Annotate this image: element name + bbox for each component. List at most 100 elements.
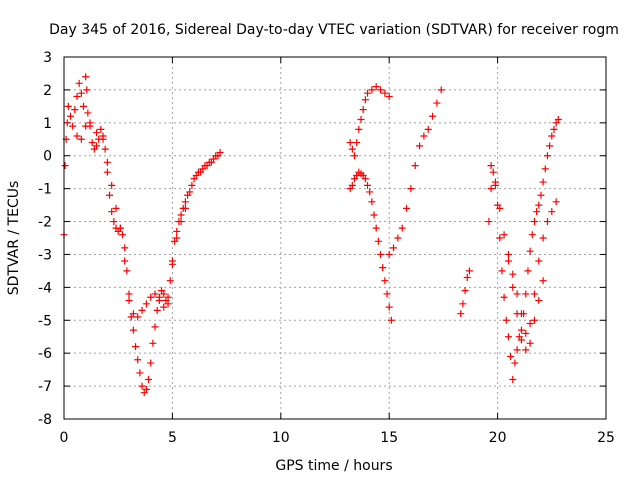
y-tick-label: -7 — [38, 379, 52, 395]
data-point — [548, 132, 556, 140]
data-point — [377, 250, 385, 258]
data-point — [112, 204, 120, 212]
data-point — [381, 89, 389, 97]
data-point — [554, 116, 562, 124]
data-point — [507, 352, 515, 360]
data-point — [374, 237, 382, 245]
data-point — [123, 267, 131, 275]
data-point — [500, 231, 508, 239]
data-point — [77, 135, 85, 143]
data-point — [82, 122, 90, 130]
data-point — [84, 109, 92, 117]
data-point — [383, 290, 391, 298]
data-point — [106, 191, 114, 199]
data-point — [147, 359, 155, 367]
data-point — [364, 89, 372, 97]
y-tick-label: -1 — [38, 182, 52, 198]
x-tick-label: 20 — [489, 430, 507, 446]
data-point — [543, 152, 551, 160]
tick-labels: 0 5 10 15 20 25 -8 -7 -6 -5 -4 -3 -2 -1 0 1 2 3 — [38, 50, 615, 446]
data-point — [188, 181, 196, 189]
data-point — [463, 273, 471, 281]
data-point — [138, 306, 146, 314]
data-point — [67, 112, 75, 120]
data-point — [372, 224, 380, 232]
data-point — [121, 244, 129, 252]
data-point — [134, 313, 142, 321]
data-point — [517, 336, 525, 344]
data-point — [541, 165, 549, 173]
x-tick-label: 25 — [597, 430, 615, 446]
data-point — [368, 86, 376, 94]
data-point — [355, 125, 363, 133]
data-point — [513, 290, 521, 298]
data-point — [166, 277, 174, 285]
data-point — [216, 148, 224, 156]
series-track-d — [346, 83, 393, 160]
data-point — [93, 142, 101, 150]
data-point — [119, 231, 127, 239]
data-point — [366, 188, 374, 196]
data-point — [398, 224, 406, 232]
data-point — [364, 181, 372, 189]
series-track-b — [73, 119, 189, 321]
data-point — [138, 382, 146, 390]
series-track-h — [487, 162, 560, 354]
data-point — [71, 106, 79, 114]
data-point — [359, 106, 367, 114]
data-points — [60, 73, 562, 397]
x-tick-label: 5 — [168, 430, 177, 446]
data-point — [496, 204, 504, 212]
data-point — [552, 198, 560, 206]
data-point — [168, 260, 176, 268]
y-tick-label: -4 — [38, 280, 52, 296]
data-point — [385, 250, 393, 258]
data-point — [539, 234, 547, 242]
data-point — [361, 175, 369, 183]
data-point — [424, 125, 432, 133]
data-point — [164, 300, 172, 308]
data-point — [86, 119, 94, 127]
data-point — [368, 198, 376, 206]
data-point — [385, 303, 393, 311]
grid — [64, 57, 606, 419]
data-point — [522, 346, 530, 354]
data-point — [351, 152, 359, 160]
data-point — [526, 339, 534, 347]
data-point — [539, 277, 547, 285]
data-point — [429, 112, 437, 120]
data-point — [99, 135, 107, 143]
data-point — [550, 125, 558, 133]
data-point — [390, 244, 398, 252]
data-point — [548, 208, 556, 216]
y-tick-label: 3 — [43, 50, 52, 66]
data-point — [524, 267, 532, 275]
data-point — [151, 323, 159, 331]
data-point — [186, 188, 194, 196]
data-point — [64, 102, 72, 110]
data-point — [535, 201, 543, 209]
x-axis-label: GPS time / hours — [275, 458, 392, 474]
data-point — [504, 250, 512, 258]
data-point — [101, 145, 109, 153]
data-point — [125, 297, 133, 305]
data-point — [509, 270, 517, 278]
data-point — [73, 132, 81, 140]
x-tick-label: 15 — [380, 430, 398, 446]
data-point — [77, 89, 85, 97]
data-point — [509, 376, 517, 384]
data-point — [489, 168, 497, 176]
data-point — [110, 218, 118, 226]
data-point — [461, 287, 469, 295]
data-point — [353, 139, 361, 147]
data-point — [136, 369, 144, 377]
data-point — [539, 178, 547, 186]
x-tick-label: 0 — [60, 430, 69, 446]
chart-title: Day 345 of 2016, Sidereal Day-to-day VTE… — [49, 22, 619, 38]
y-tick-label: 1 — [43, 116, 52, 132]
y-tick-label: -6 — [38, 346, 52, 362]
data-point — [437, 86, 445, 94]
data-point — [504, 257, 512, 265]
data-point — [416, 142, 424, 150]
